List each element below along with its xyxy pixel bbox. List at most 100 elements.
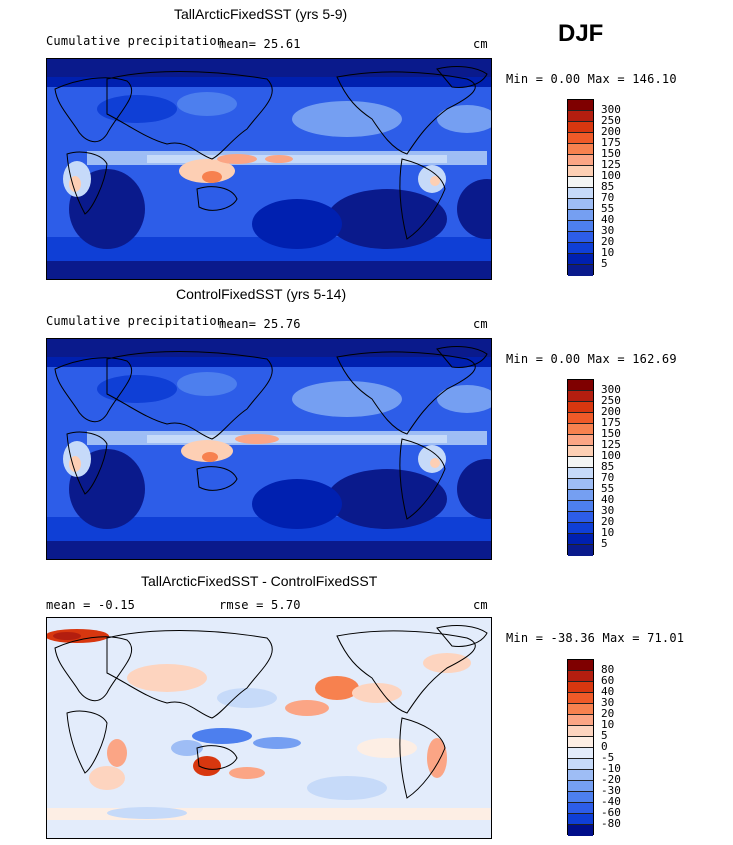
colorbar-segment	[568, 413, 593, 424]
colorbar-tick-label: 175	[601, 416, 621, 429]
colorbar-tick-label: -40	[601, 795, 621, 808]
panel3-mean: mean = -0.15	[46, 598, 136, 612]
colorbar-tick-label: 125	[601, 438, 621, 451]
colorbar-tick-label: 250	[601, 394, 621, 407]
colorbar-tick-label: 80	[601, 663, 615, 676]
season-label: DJF	[558, 20, 604, 47]
panel3-units: cm	[473, 598, 488, 612]
colorbar-tick-label: 250	[601, 114, 621, 127]
colorbar-tick-label: 55	[601, 202, 615, 215]
colorbar-segment	[568, 545, 593, 556]
colorbar-segment	[568, 446, 593, 457]
colorbar-segment	[568, 221, 593, 232]
colorbar-segment	[568, 424, 593, 435]
colorbar-segment	[568, 402, 593, 413]
colorbar-segment	[568, 682, 593, 693]
colorbar-segment	[568, 199, 593, 210]
panel2-units: cm	[473, 317, 488, 331]
colorbar-segment	[568, 166, 593, 177]
colorbar-segment	[568, 715, 593, 726]
panel3-map	[46, 617, 492, 839]
colorbar-segment	[568, 490, 593, 501]
colorbar-segment	[568, 671, 593, 682]
colorbar-segment	[568, 133, 593, 144]
panel2-map	[46, 338, 492, 560]
colorbar-tick-label: 10	[601, 718, 615, 731]
colorbar-segment	[568, 210, 593, 221]
colorbar-tick-label: -80	[601, 817, 621, 830]
colorbar-tick-label: 0	[601, 740, 608, 753]
colorbar-tick-label: 10	[601, 246, 615, 259]
colorbar-segment	[568, 468, 593, 479]
colorbar-segment	[568, 243, 593, 254]
panel2-title: ControlFixedSST (yrs 5-14)	[176, 286, 347, 302]
colorbar-segment	[568, 435, 593, 446]
colorbar-tick-label: 70	[601, 471, 615, 484]
colorbar-tick-label: 150	[601, 427, 621, 440]
colorbar-tick-label: 5	[601, 537, 608, 550]
colorbar-segment	[568, 391, 593, 402]
panel3-colorbar	[567, 659, 594, 836]
colorbar-tick-label: 100	[601, 169, 621, 182]
colorbar-segment	[568, 523, 593, 534]
colorbar-tick-label: 150	[601, 147, 621, 160]
colorbar-segment	[568, 693, 593, 704]
colorbar-tick-label: -30	[601, 784, 621, 797]
colorbar-tick-label: -10	[601, 762, 621, 775]
colorbar-segment	[568, 155, 593, 166]
colorbar-tick-label: 70	[601, 191, 615, 204]
colorbar-tick-label: 200	[601, 125, 621, 138]
colorbar-tick-label: 10	[601, 526, 615, 539]
colorbar-segment	[568, 479, 593, 490]
colorbar-tick-label: -60	[601, 806, 621, 819]
panel2-colorbar	[567, 379, 594, 556]
colorbar-segment	[568, 254, 593, 265]
colorbar-segment	[568, 814, 593, 825]
colorbar-segment	[568, 660, 593, 671]
colorbar-segment	[568, 704, 593, 715]
colorbar-tick-label: 200	[601, 405, 621, 418]
colorbar-segment	[568, 100, 593, 111]
colorbar-segment	[568, 512, 593, 523]
panel3-rmse: rmse = 5.70	[219, 598, 301, 612]
colorbar-segment	[568, 781, 593, 792]
panel1-map	[46, 58, 492, 280]
colorbar-tick-label: 40	[601, 493, 615, 506]
colorbar-segment	[568, 188, 593, 199]
colorbar-tick-label: 85	[601, 180, 615, 193]
colorbar-segment	[568, 122, 593, 133]
panel3-title: TallArcticFixedSST - ControlFixedSST	[141, 573, 378, 589]
colorbar-tick-label: 55	[601, 482, 615, 495]
colorbar-tick-label: 40	[601, 685, 615, 698]
panel1-mean: mean= 25.61	[219, 37, 301, 51]
colorbar-tick-label: 20	[601, 515, 615, 528]
panel3-range: Min = -38.36 Max = 71.01	[506, 631, 685, 645]
colorbar-tick-label: 175	[601, 136, 621, 149]
colorbar-tick-label: 20	[601, 235, 615, 248]
panel2-mean: mean= 25.76	[219, 317, 301, 331]
colorbar-segment	[568, 803, 593, 814]
colorbar-segment	[568, 825, 593, 836]
colorbar-segment	[568, 792, 593, 803]
colorbar-tick-label: 30	[601, 224, 615, 237]
colorbar-segment	[568, 265, 593, 276]
colorbar-tick-label: 300	[601, 103, 621, 116]
colorbar-tick-label: 60	[601, 674, 615, 687]
colorbar-tick-label: 125	[601, 158, 621, 171]
colorbar-segment	[568, 111, 593, 122]
colorbar-segment	[568, 726, 593, 737]
colorbar-segment	[568, 457, 593, 468]
colorbar-tick-label: 85	[601, 460, 615, 473]
panel1-label: Cumulative precipitation	[46, 34, 225, 48]
colorbar-segment	[568, 501, 593, 512]
colorbar-tick-label: -5	[601, 751, 615, 764]
colorbar-segment	[568, 177, 593, 188]
colorbar-tick-label: 30	[601, 696, 615, 709]
colorbar-tick-label: 20	[601, 707, 615, 720]
colorbar-segment	[568, 770, 593, 781]
colorbar-segment	[568, 759, 593, 770]
colorbar-tick-label: 5	[601, 729, 608, 742]
panel1-title: TallArcticFixedSST (yrs 5-9)	[174, 6, 348, 22]
colorbar-tick-label: 5	[601, 257, 608, 270]
colorbar-tick-label: 40	[601, 213, 615, 226]
